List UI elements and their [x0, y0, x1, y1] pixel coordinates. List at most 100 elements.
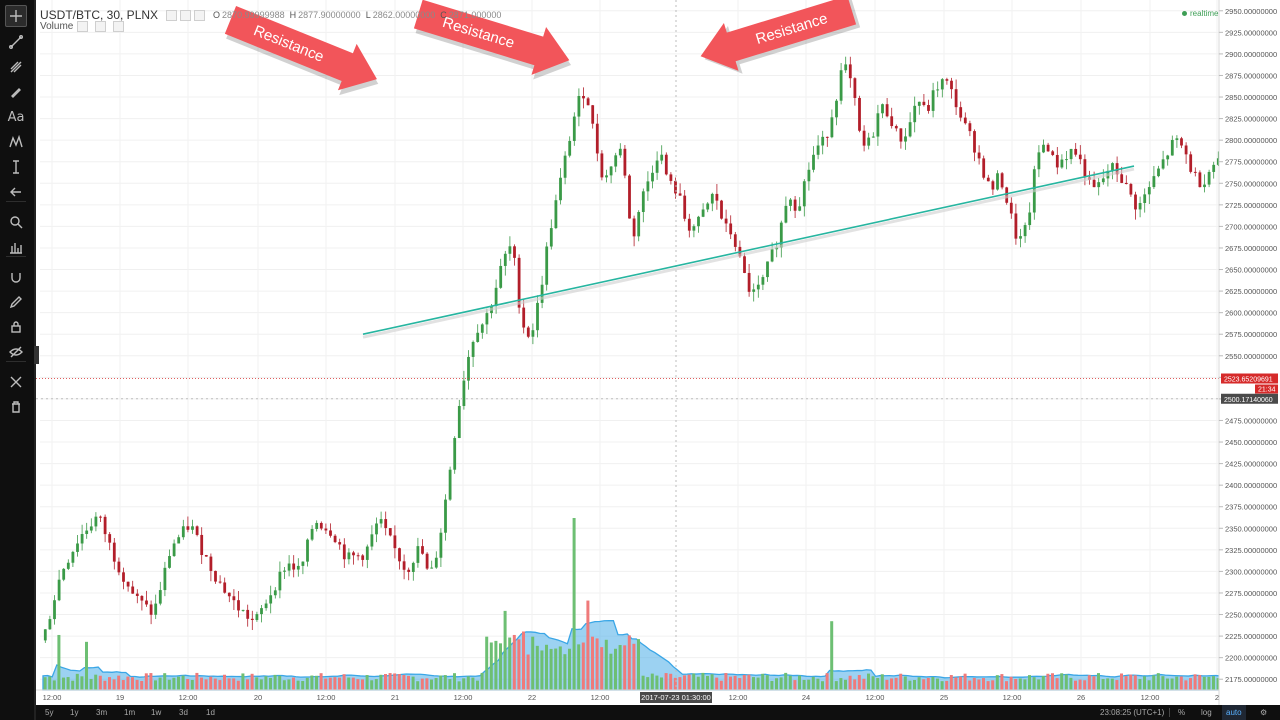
volume-bar [1087, 675, 1091, 690]
volume-bar [752, 677, 755, 690]
range-3d[interactable]: 3d [179, 708, 188, 717]
range-1m[interactable]: 1m [124, 708, 136, 717]
volume-bar [1009, 676, 1013, 690]
candle [513, 246, 516, 258]
candle [1065, 159, 1068, 161]
volume-bar [453, 673, 456, 690]
volume-bar [1216, 678, 1220, 690]
candle [701, 209, 705, 217]
zoom-icon[interactable] [5, 211, 27, 233]
volume-bar [890, 678, 893, 690]
candle [448, 469, 452, 500]
pitchfork-icon[interactable] [5, 56, 27, 78]
candle [821, 136, 825, 146]
volume-label: Volume [40, 21, 74, 32]
candle [347, 552, 351, 560]
auto-toggle[interactable]: auto [1222, 705, 1246, 720]
volume-bar [1060, 673, 1064, 690]
ohlc-label-c: C [440, 10, 447, 20]
volume-bar [209, 676, 213, 690]
log-toggle[interactable]: log [1201, 708, 1212, 717]
volume-bar [779, 677, 783, 690]
bar-measure-icon[interactable] [5, 236, 27, 258]
candle [306, 539, 309, 562]
volume-bar [1120, 673, 1123, 690]
support-trendline[interactable] [362, 165, 1135, 336]
toolbar-collapse-handle[interactable] [34, 346, 39, 364]
volume-bar [600, 647, 604, 690]
range-1w[interactable]: 1w [151, 708, 162, 717]
brush-icon[interactable] [5, 81, 27, 103]
candle [954, 89, 958, 108]
volume-bar [885, 679, 889, 690]
candle [789, 199, 792, 206]
candle [628, 175, 631, 219]
volume-bar [646, 677, 650, 690]
magnet-icon[interactable] [5, 266, 27, 288]
volume-hide-button[interactable] [77, 21, 89, 32]
measure-icon[interactable] [5, 156, 27, 178]
crosshair-time-tag [640, 692, 712, 703]
volume-bar [1193, 674, 1197, 690]
tools-icon[interactable] [5, 371, 27, 393]
candle [163, 567, 167, 591]
text-icon[interactable]: Aa [7, 109, 25, 125]
range-1y[interactable]: 1y [70, 708, 79, 717]
trendline-icon[interactable] [5, 31, 27, 53]
price-chart[interactable]: 2950.00000000 2925.00000000 2900.00000000 2… [0, 0, 1280, 705]
x-tick-label: 20 [254, 693, 262, 702]
candle [793, 199, 797, 211]
range-3m[interactable]: 3m [96, 708, 108, 717]
volume-bar [848, 675, 852, 690]
settings-gear-icon[interactable]: ⚙ [1260, 708, 1268, 717]
volume-bar [1032, 677, 1036, 690]
candle [1134, 194, 1137, 210]
hide-series-button[interactable] [166, 9, 178, 21]
pencil-icon[interactable] [5, 291, 27, 313]
candle [977, 152, 981, 159]
volume-bar [793, 680, 797, 690]
volume-bar [775, 678, 778, 690]
volume-close-button[interactable] [113, 21, 125, 32]
volume-bar [177, 676, 180, 690]
drawing-toolbar: Aa [0, 0, 36, 720]
candle [779, 222, 783, 248]
candle [687, 218, 691, 231]
candle [936, 89, 940, 91]
crosshair-icon[interactable] [5, 5, 27, 27]
range-5y[interactable]: 5y [45, 708, 54, 717]
candle [204, 555, 208, 557]
arrow-back-icon[interactable] [5, 181, 27, 203]
eye-icon[interactable] [5, 341, 27, 363]
candle [678, 193, 682, 196]
candle [973, 131, 976, 153]
volume-bar [949, 675, 953, 690]
volume-bar [103, 680, 107, 690]
volume-settings-button[interactable] [95, 21, 107, 32]
volume-bar [655, 675, 659, 690]
volume-bar [687, 674, 691, 690]
symbol-title[interactable]: USDT/BTC, 30, PLNX [40, 8, 159, 22]
volume-bar [1143, 676, 1146, 690]
lock-icon[interactable] [5, 316, 27, 338]
volume-bar [940, 681, 944, 690]
candle [411, 562, 415, 572]
more-button[interactable] [194, 9, 206, 21]
volume-bar [1166, 678, 1169, 690]
volume-bar [857, 675, 861, 690]
series-settings-button[interactable] [180, 9, 192, 21]
y-tick-label: 2400.00000000 [1225, 481, 1277, 490]
pattern-icon[interactable] [5, 131, 27, 153]
candle [876, 113, 880, 137]
volume-bar [627, 635, 631, 690]
volume-bar [448, 679, 452, 690]
volume-bar [660, 677, 663, 690]
candle [485, 313, 489, 325]
candle [1000, 173, 1004, 188]
y-tick-label: 2800.00000000 [1225, 136, 1277, 145]
percent-toggle[interactable]: % [1178, 708, 1186, 717]
range-1d[interactable]: 1d [206, 708, 215, 717]
volume-bar [1055, 678, 1059, 690]
price-axis[interactable] [1219, 0, 1280, 705]
trash-icon[interactable] [5, 396, 27, 418]
